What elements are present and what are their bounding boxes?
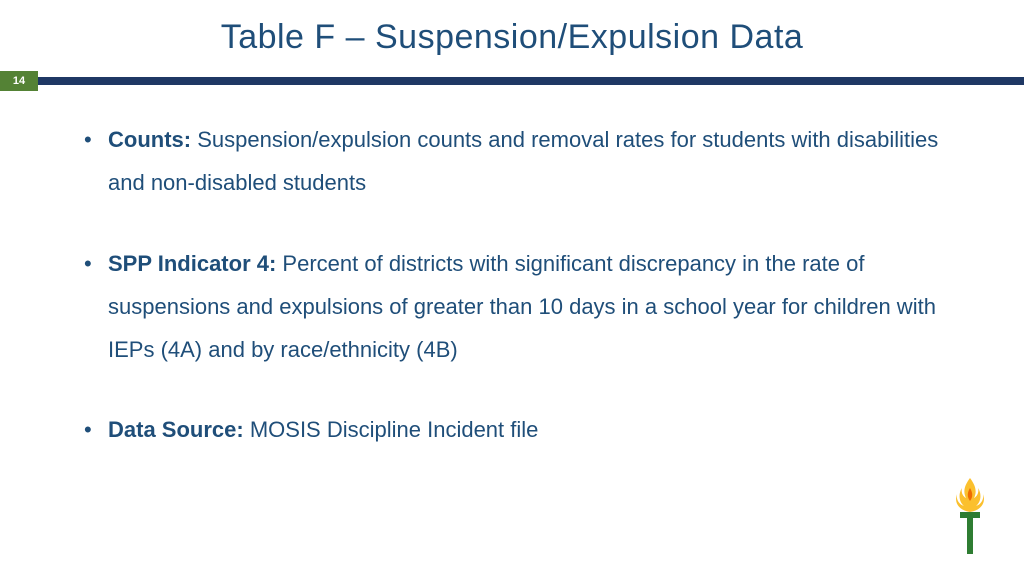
torch-icon: [950, 476, 990, 556]
header-bar: 14: [0, 71, 1024, 91]
slide-title: Table F – Suspension/Expulsion Data: [0, 0, 1024, 71]
header-divider: [38, 77, 1024, 85]
torch-bowl-path: [960, 512, 980, 518]
bullet-text: Suspension/expulsion counts and removal …: [108, 127, 938, 195]
list-item: SPP Indicator 4: Percent of districts wi…: [80, 243, 964, 372]
slide-content: Counts: Suspension/expulsion counts and …: [0, 91, 1024, 452]
list-item: Data Source: MOSIS Discipline Incident f…: [80, 409, 964, 452]
page-number-badge: 14: [0, 71, 38, 91]
bullet-list: Counts: Suspension/expulsion counts and …: [80, 119, 964, 452]
torch-handle-path: [967, 518, 973, 554]
bullet-lead: Counts:: [108, 127, 197, 152]
bullet-lead: Data Source:: [108, 417, 250, 442]
bullet-text: MOSIS Discipline Incident file: [250, 417, 539, 442]
slide: Table F – Suspension/Expulsion Data 14 C…: [0, 0, 1024, 576]
bullet-lead: SPP Indicator 4:: [108, 251, 282, 276]
list-item: Counts: Suspension/expulsion counts and …: [80, 119, 964, 205]
